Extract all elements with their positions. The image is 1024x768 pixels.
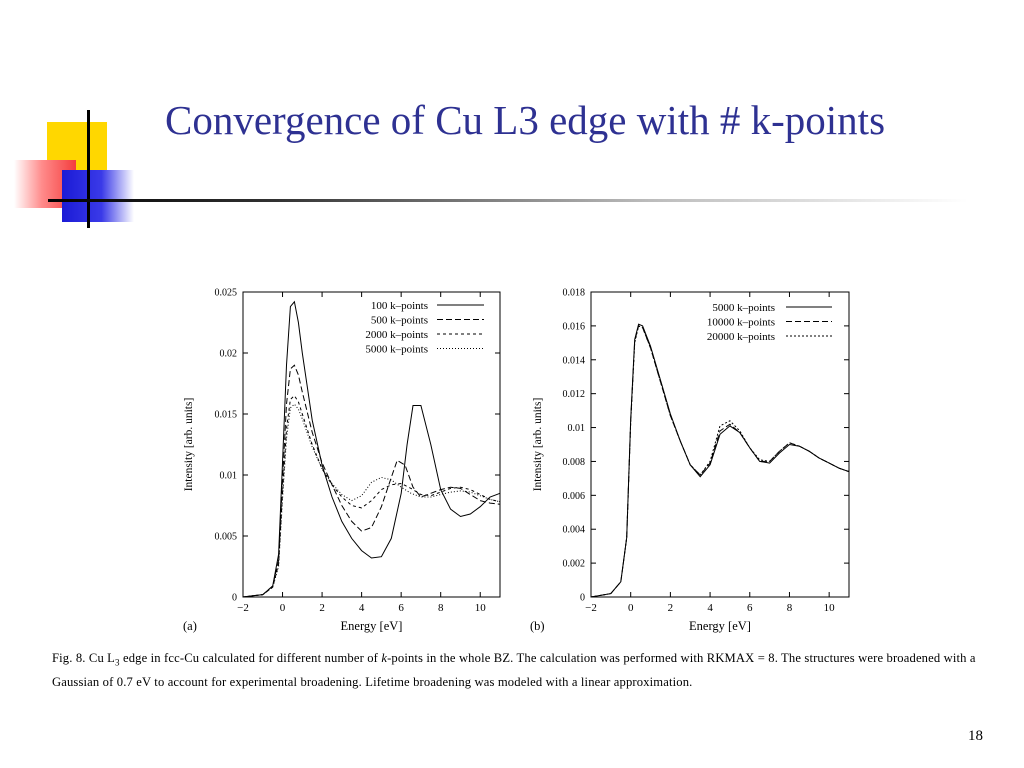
panel-a-xlabel: Energy [eV] [341, 619, 403, 633]
panel-b-ytick-label: 0.012 [563, 389, 586, 400]
panel-a-legend-label-4: 5000 k–points [365, 344, 428, 356]
panel-a-series-line-2 [242, 364, 501, 598]
panel-b-ylabel: Intensity [arb. units] [532, 398, 544, 492]
blue-accent-square [62, 170, 134, 222]
panel-b-ytick-label: 0.01 [568, 423, 586, 434]
figure-charts: −2 0 2 4 6 8 1000.0050.010.0150.020.025Energy … [183, 288, 850, 633]
panel-b-xlabel: Energy [eV] [689, 619, 751, 633]
panel-a-ytick-label: 0 [232, 593, 237, 604]
panel-b-legend-label-2: 10000 k–points [707, 317, 775, 329]
panel-b-xtick-label: 0 [628, 602, 634, 614]
accent-vertical-line [87, 110, 90, 228]
caption-subscript: 3 [115, 657, 120, 668]
panel-b-xtick-label: 8 [787, 602, 793, 614]
panel-a-xtick-label: 0 [280, 602, 286, 614]
page-number: 18 [968, 728, 983, 744]
panel-b-ytick-label: 0.002 [563, 559, 586, 570]
panel-b-plot-frame [590, 291, 850, 598]
panel-b-ytick-label: 0.006 [563, 491, 586, 502]
panel-a-ylabel: Intensity [arb. units] [183, 398, 195, 492]
panel-a-xtick-label: 6 [398, 602, 404, 614]
panel-b-ytick-label: 0 [580, 593, 585, 604]
panel-a-plot-frame [242, 291, 501, 598]
panel-b-xtick-label: 10 [824, 602, 836, 614]
panel-a-panel-label: (a) [183, 619, 197, 633]
panel-b-xtick-label: 6 [747, 602, 753, 614]
panel-a-series-line-4 [242, 403, 501, 598]
caption-prefix: Fig. 8. Cu L [52, 651, 116, 665]
panel-a-ytick-label: 0.015 [215, 410, 238, 421]
panel-b-ytick-label: 0.016 [563, 321, 586, 332]
panel-b-ytick-label: 0.018 [563, 288, 586, 299]
panel-a-legend-label-2: 500 k–points [371, 315, 428, 327]
caption-italic: k [381, 651, 388, 665]
caption-mid1: edge in fcc-Cu calculated for different … [119, 651, 382, 665]
panel-a-series-line-3 [242, 394, 501, 598]
panel-b-series-line-3 [590, 325, 850, 598]
title-underline [48, 199, 968, 202]
panel-b-series-line-2 [590, 325, 850, 598]
panel-b-panel-label: (b) [530, 619, 545, 633]
panel-b-ytick-label: 0.014 [563, 355, 586, 366]
slide-title: Convergence of Cu L3 edge with # k-point… [165, 97, 886, 143]
panel-a-xtick-label: −2 [237, 602, 249, 614]
caption-mid2: -points in the whole BZ. The calculation… [52, 651, 976, 689]
panel-b-xtick-label: 2 [668, 602, 674, 614]
panel-a-legend-label-3: 2000 k–points [365, 329, 428, 341]
panel-a-ytick-label: 0.025 [215, 288, 238, 299]
panel-a-xtick-label: 10 [475, 602, 487, 614]
panel-a-ytick-label: 0.005 [215, 532, 238, 543]
panel-a-ytick-label: 0.02 [220, 349, 238, 360]
panel-a-legend-label-1: 100 k–points [371, 300, 428, 312]
panel-a-xtick-label: 8 [438, 602, 444, 614]
panel-a-xtick-label: 4 [359, 602, 365, 614]
panel-b-xtick-label: −2 [585, 602, 597, 614]
panel-b-ytick-label: 0.004 [563, 525, 586, 536]
panel-a-series-line-1 [242, 300, 501, 598]
panel-b-xtick-label: 4 [707, 602, 713, 614]
panel-a-xtick-label: 2 [319, 602, 325, 614]
panel-b-legend-label-1: 5000 k–points [712, 302, 775, 314]
figure-caption: Fig. 8. Cu L3 edge in fcc-Cu calculated … [52, 649, 992, 692]
panel-b-legend-label-3: 20000 k–points [707, 331, 775, 343]
panel-b-ytick-label: 0.008 [563, 457, 586, 468]
panel-a-ytick-label: 0.01 [220, 471, 238, 482]
